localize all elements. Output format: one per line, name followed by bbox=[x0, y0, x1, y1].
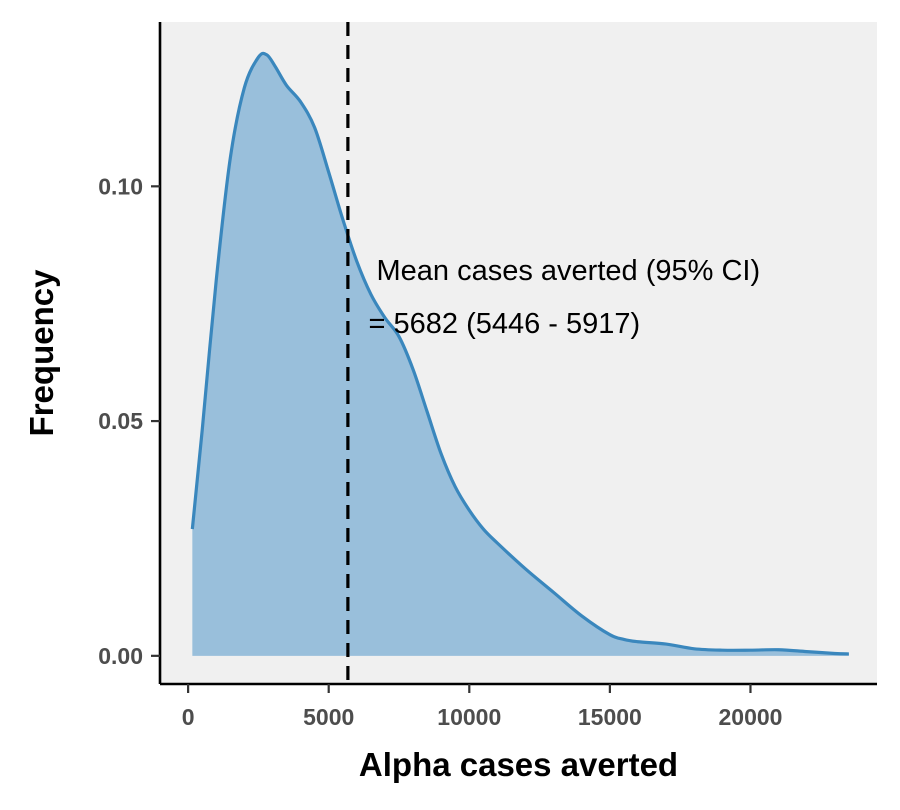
x-tick-label: 20000 bbox=[718, 704, 782, 730]
series-layer bbox=[190, 51, 849, 656]
density-area-0 bbox=[192, 53, 849, 656]
y-axis-ticks: 0.00 0.05 0.10 bbox=[98, 173, 160, 669]
x-axis-title: Alpha cases averted bbox=[359, 746, 678, 783]
y-tick-label: 0.10 bbox=[98, 173, 143, 199]
density-line-0 bbox=[190, 51, 849, 656]
y-tick-label: 0.00 bbox=[98, 643, 143, 669]
x-tick-label: 10000 bbox=[437, 704, 501, 730]
y-tick-label: 0.05 bbox=[98, 408, 143, 434]
x-tick-label: 5000 bbox=[303, 704, 354, 730]
x-tick-label: 0 bbox=[182, 704, 195, 730]
annotation-line-2: = 5682 (5446 - 5917) bbox=[369, 308, 641, 340]
x-axis-ticks: 0 5000 10000 15000 20000 bbox=[182, 684, 782, 730]
annotation-line-1: Mean cases averted (95% CI) bbox=[377, 255, 761, 287]
x-tick-label: 15000 bbox=[578, 704, 642, 730]
y-axis-title: Frequency bbox=[23, 269, 60, 437]
